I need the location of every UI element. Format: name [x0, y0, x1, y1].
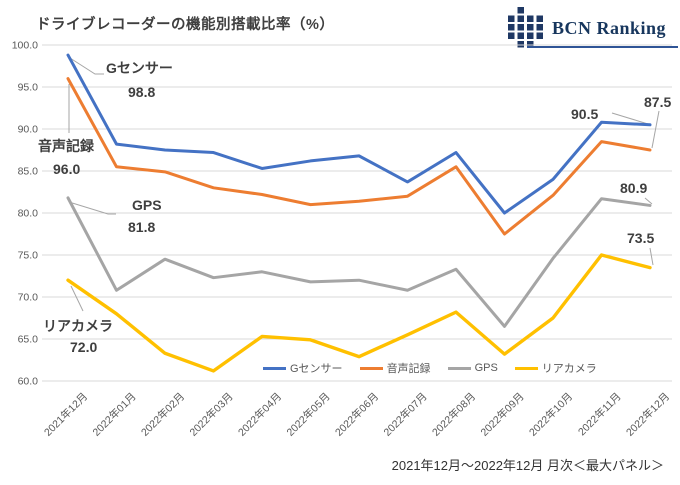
annotation-leader-line — [651, 110, 660, 149]
annotation-gps-label: GPS — [132, 197, 162, 213]
x-axis-tick-label: 2022年11月 — [575, 390, 623, 438]
bcn-logo-squares-icon — [507, 7, 543, 48]
legend-label-voice: 音声記録 — [386, 363, 431, 375]
x-axis-tick-label: 2022年02月 — [138, 390, 187, 439]
annotation-rearcam-label: リアカメラ — [43, 318, 113, 334]
annotation-rearcam-start-value: 72.0 — [70, 339, 98, 355]
annotation-gps-end-value: 80.9 — [620, 180, 648, 196]
annotation-gsensor-start-value: 98.8 — [128, 84, 156, 100]
y-axis-tick-label: 85.0 — [18, 166, 39, 178]
legend-item-voice: 音声記録 — [359, 360, 431, 376]
y-axis-tick-label: 75.0 — [18, 250, 39, 262]
x-axis-tick-label: 2022年06月 — [332, 390, 381, 439]
legend-swatch-rearcam — [514, 366, 538, 370]
bcn-logo-text: BCN Ranking — [551, 18, 666, 38]
legend-label-gps: GPS — [474, 362, 498, 374]
annotation-leader-line — [611, 112, 649, 125]
annotation-leader-line — [644, 197, 653, 205]
x-axis-tick-label: 2022年08月 — [429, 390, 478, 439]
annotation-voice-start-value: 96.0 — [53, 161, 81, 177]
annotation-gsensor-end-value: 90.5 — [571, 106, 599, 122]
y-axis-tick-label: 60.0 — [18, 376, 39, 388]
y-axis-tick-label: 90.0 — [18, 124, 39, 136]
y-axis-tick-label: 80.0 — [18, 208, 39, 220]
y-axis-tick-label: 100.0 — [12, 40, 38, 52]
series-line-2 — [66, 196, 652, 328]
bcn-ranking-logo: BCN Ranking — [507, 7, 666, 50]
x-axis-tick-label: 2022年12月 — [623, 390, 672, 439]
series-line-1 — [66, 77, 652, 236]
x-axis-tick-label: 2022年04月 — [235, 390, 284, 439]
chart-legend: Gセンサー 音声記録 GPS リアカメラ — [263, 360, 597, 376]
x-axis-tick-label: 2022年09月 — [478, 390, 527, 439]
annotation-leader-line — [69, 57, 104, 75]
x-axis-tick-label: 2022年07月 — [381, 390, 430, 439]
annotation-leader-line — [70, 285, 84, 312]
legend-swatch-voice — [359, 366, 383, 370]
annotation-gps-start-value: 81.8 — [128, 219, 156, 235]
legend-label-gsensor: Gセンサー — [290, 363, 343, 375]
annotation-voice-label: 音声記録 — [38, 138, 94, 154]
x-axis-tick-label: 2022年01月 — [90, 390, 139, 439]
legend-item-gps: GPS — [447, 362, 498, 374]
y-axis-tick-label: 65.0 — [18, 334, 39, 346]
x-axis-tick-label: 2022年10月 — [526, 390, 575, 439]
annotation-leader-line — [68, 201, 116, 215]
legend-swatch-gsensor — [263, 366, 286, 370]
legend-item-gsensor: Gセンサー — [263, 360, 343, 376]
annotation-leader-line — [649, 247, 654, 266]
series-line-0 — [66, 53, 652, 215]
annotation-rearcam-end-value: 73.5 — [627, 230, 655, 246]
x-axis-tick-label: 2021年12月 — [41, 390, 90, 439]
x-axis-tick-label: 2022年05月 — [284, 390, 333, 439]
annotation-gsensor-label: Gセンサー — [106, 60, 173, 76]
annotation-voice-end-value: 87.5 — [644, 94, 672, 110]
chart-title: ドライブレコーダーの機能別搭載比率（%） — [36, 17, 335, 33]
logo-underline — [527, 46, 678, 48]
legend-swatch-gps — [447, 366, 471, 370]
series-line-3 — [66, 253, 652, 373]
legend-label-rearcam: リアカメラ — [541, 363, 597, 375]
y-axis-tick-label: 95.0 — [18, 82, 39, 94]
legend-item-rearcam: リアカメラ — [514, 360, 597, 376]
y-axis-tick-label: 70.0 — [18, 292, 39, 304]
chart-caption: 2021年12月～2022年12月 月次＜最大パネル＞ — [391, 458, 664, 473]
x-axis-tick-label: 2022年03月 — [187, 390, 236, 439]
